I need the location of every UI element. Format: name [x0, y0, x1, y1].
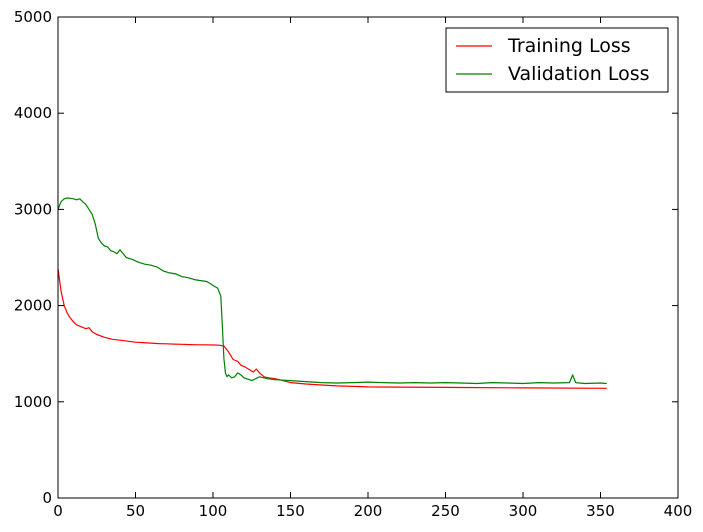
x-tick-label: 100	[199, 502, 228, 520]
x-tick-label: 50	[126, 502, 145, 520]
legend-label-training-loss: Training Loss	[507, 35, 631, 57]
legend-box	[445, 27, 669, 93]
x-tick-label: 300	[509, 502, 538, 520]
legend-label-validation-loss: Validation Loss	[508, 63, 650, 85]
y-tick-label: 2000	[14, 297, 52, 315]
x-tick-label: 150	[276, 502, 305, 520]
x-tick-label: 400	[664, 502, 693, 520]
series-line-validation-loss	[57, 197, 607, 385]
ticks-layer: 0 50 100 150 200 250 300 350 4000100020003000400…	[14, 8, 693, 520]
x-tick-label: 200	[354, 502, 383, 520]
y-tick-label: 3000	[14, 200, 52, 218]
y-tick-label: 1000	[14, 393, 52, 411]
legend: Training Loss Validation Loss	[445, 27, 669, 93]
x-tick-label: 350	[586, 502, 615, 520]
y-tick-label: 4000	[14, 104, 52, 122]
y-tick-label: 0	[42, 489, 52, 507]
series-layer	[57, 197, 607, 389]
series-line-training-loss	[57, 268, 607, 389]
x-tick-label: 0	[53, 502, 63, 520]
y-tick-label: 5000	[14, 8, 52, 26]
x-tick-label: 250	[431, 502, 460, 520]
